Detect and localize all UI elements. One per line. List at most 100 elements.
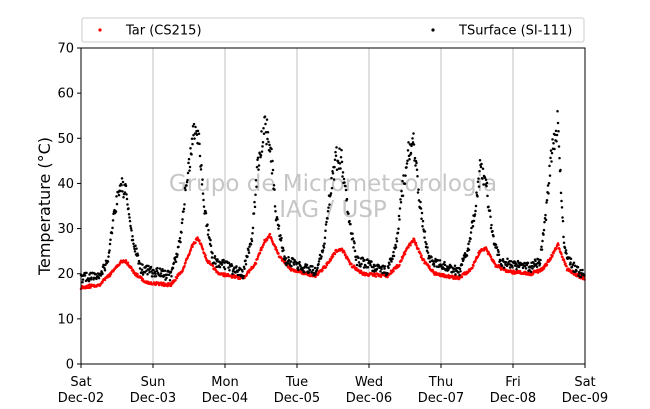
data-point xyxy=(94,272,98,276)
series-1 xyxy=(79,110,586,284)
data-point xyxy=(81,280,84,284)
data-point xyxy=(345,197,349,201)
data-point xyxy=(329,192,333,195)
data-point xyxy=(547,181,551,185)
data-point xyxy=(321,269,324,272)
data-point xyxy=(194,241,197,244)
data-point xyxy=(370,260,373,263)
data-point xyxy=(156,266,159,270)
data-point xyxy=(307,271,311,274)
data-point xyxy=(204,211,208,215)
data-point xyxy=(420,254,423,257)
data-point xyxy=(504,260,508,264)
data-point xyxy=(253,200,256,204)
data-point xyxy=(468,240,471,243)
data-point xyxy=(314,272,317,276)
data-point xyxy=(515,268,518,271)
data-point xyxy=(422,258,426,262)
data-point xyxy=(136,253,140,257)
data-point xyxy=(477,253,481,256)
data-point xyxy=(165,276,168,280)
data-point xyxy=(81,278,85,281)
data-point xyxy=(340,148,343,152)
data-point xyxy=(559,191,563,195)
data-point xyxy=(274,210,277,213)
data-point xyxy=(259,154,263,157)
data-point xyxy=(480,162,483,166)
data-point xyxy=(521,266,525,270)
data-point xyxy=(254,193,257,197)
data-point xyxy=(398,263,401,267)
x-tick-label-date: Dec-07 xyxy=(418,391,464,406)
data-point xyxy=(530,264,534,268)
data-point xyxy=(398,207,402,210)
data-point xyxy=(474,209,477,213)
data-point xyxy=(407,246,410,249)
data-point xyxy=(458,267,462,271)
data-point xyxy=(559,168,562,172)
data-point xyxy=(266,137,269,141)
data-point xyxy=(479,165,483,169)
data-point xyxy=(188,252,191,255)
data-point xyxy=(319,257,323,260)
watermark-line-1: Grupo de Micrometeorologia xyxy=(169,171,497,197)
data-point xyxy=(481,167,485,171)
data-point xyxy=(570,265,574,269)
data-point xyxy=(202,198,205,202)
data-point xyxy=(471,266,474,269)
data-point xyxy=(131,235,134,238)
data-point xyxy=(183,203,186,206)
data-point xyxy=(114,210,118,213)
data-point xyxy=(273,188,276,191)
data-point xyxy=(383,267,386,270)
data-point xyxy=(124,184,128,188)
data-point xyxy=(191,142,194,146)
data-point xyxy=(139,262,142,265)
data-point xyxy=(457,271,460,274)
data-point xyxy=(546,184,550,187)
data-point xyxy=(491,229,494,233)
data-point xyxy=(250,237,253,241)
data-point xyxy=(362,266,366,269)
data-point xyxy=(320,255,323,258)
data-point xyxy=(386,271,389,275)
data-point xyxy=(235,265,238,268)
data-point xyxy=(485,181,489,185)
data-point xyxy=(460,275,464,279)
data-point xyxy=(128,216,131,219)
data-point xyxy=(409,243,412,247)
data-point xyxy=(109,272,113,276)
data-point xyxy=(408,158,411,161)
data-point xyxy=(392,250,395,254)
data-point xyxy=(313,266,317,270)
y-axis-label: Temperature (°C) xyxy=(35,137,54,276)
data-point xyxy=(120,183,123,187)
data-point xyxy=(338,162,342,165)
data-point xyxy=(578,271,581,275)
data-point xyxy=(115,195,118,198)
data-point xyxy=(324,229,327,233)
data-point xyxy=(275,215,279,219)
data-point xyxy=(198,154,202,158)
data-point xyxy=(557,243,560,247)
data-point xyxy=(250,239,254,243)
data-point xyxy=(330,186,334,190)
data-point xyxy=(424,240,427,244)
data-point xyxy=(523,265,527,268)
data-point xyxy=(354,258,358,261)
x-axis: SatDec-02SunDec-03MonDec-04TueDec-05WedD… xyxy=(58,364,608,406)
data-point xyxy=(97,276,101,280)
data-point xyxy=(192,122,196,126)
data-point xyxy=(276,217,279,221)
x-tick-label-date: Dec-09 xyxy=(562,391,608,406)
data-point xyxy=(95,277,98,281)
data-point xyxy=(99,274,103,277)
data-point xyxy=(353,241,356,245)
data-point xyxy=(255,185,258,188)
data-point xyxy=(526,261,530,265)
data-point xyxy=(261,145,264,148)
data-point xyxy=(182,210,185,213)
data-point xyxy=(149,265,153,269)
data-point xyxy=(227,261,231,265)
data-point xyxy=(542,267,546,270)
